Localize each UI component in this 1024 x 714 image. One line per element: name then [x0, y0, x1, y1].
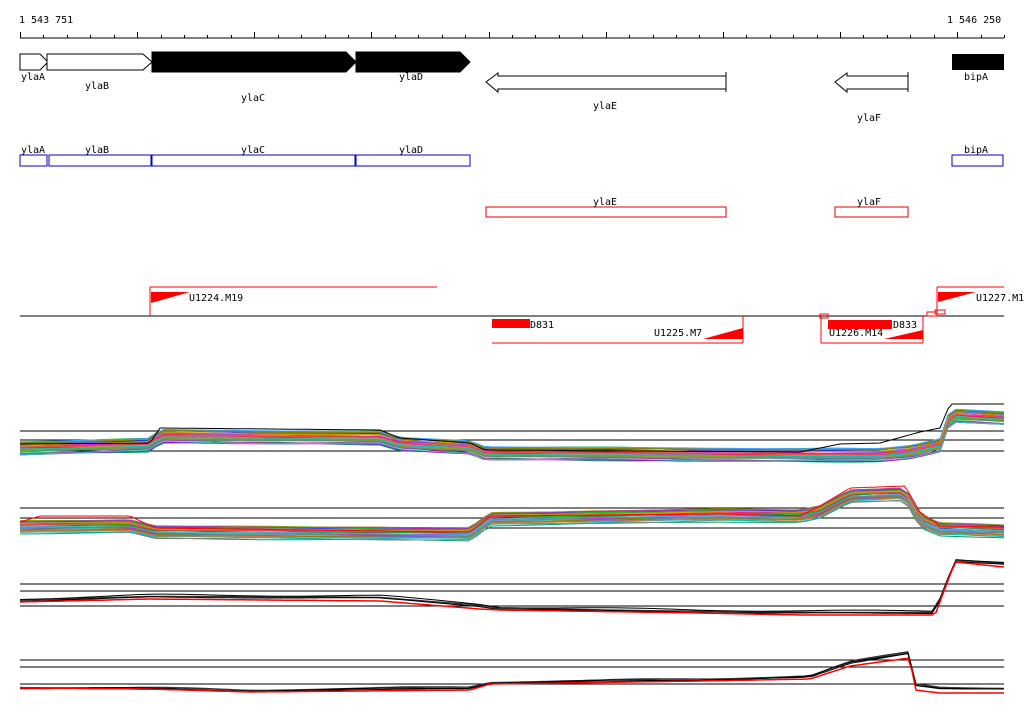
expression-profile-line: [20, 497, 1005, 539]
forward-box-ylaB[interactable]: [48, 154, 152, 167]
gene-label-ylaE: ylaE: [593, 101, 617, 112]
ruler-start-label: 1 543 751: [19, 15, 73, 26]
gene-arrow-ylaA[interactable]: [19, 53, 49, 71]
expression-profile-line: [19, 416, 1005, 458]
unit-U1227-label: U1227.M1: [976, 293, 1024, 304]
gene-label-ylaC: ylaC: [241, 93, 265, 104]
panel-1-envelope-line: [20, 403, 1004, 453]
forward-label-ylaA: ylaA: [21, 145, 45, 156]
expression-profile-line: [19, 414, 1005, 455]
expression-profile-line: [19, 421, 1005, 462]
segment-D833-left-mark: [819, 313, 829, 319]
unit-U1225-label: U1225.M7: [654, 328, 702, 339]
unit-U1224-label: U1224.M19: [189, 293, 243, 304]
gene-label-ylaB: ylaB: [85, 81, 109, 92]
unit-U1227-promoter: [938, 292, 976, 302]
expression-profile-line: [19, 559, 1005, 613]
unit-U1224-promoter: [151, 292, 190, 303]
panel-3-profiles: [19, 559, 1005, 616]
ruler-ticks: [20, 32, 1005, 38]
expression-profile-panel-1: [19, 403, 1005, 463]
expression-profile-line: [19, 408, 1005, 450]
forward-box-ylaD[interactable]: [355, 154, 471, 167]
segment-D831-label: D831: [530, 320, 554, 331]
forward-box-bipA[interactable]: [951, 154, 1004, 167]
expression-profile-line: [19, 420, 1005, 462]
expression-profile-line: [19, 495, 1005, 537]
ruler-end-label: 1 546 250: [947, 15, 1001, 26]
segment-D831-block: [492, 319, 530, 328]
expression-profile-line: [19, 651, 1005, 691]
expression-profile-panel-2: [19, 485, 1005, 542]
reverse-box-ylaF[interactable]: [834, 206, 909, 218]
gene-arrow-ylaE[interactable]: [485, 72, 727, 94]
expression-profile-line: [19, 651, 1004, 691]
expression-profile-line: [20, 497, 1005, 540]
segment-D833-label: D833: [893, 320, 917, 331]
unit-U1225-promoter: [703, 328, 743, 339]
gene-arrow-ylaD[interactable]: [355, 51, 471, 73]
expression-profile-line: [19, 487, 1005, 530]
expression-profile-panel-4: [19, 651, 1005, 694]
gene-label-ylaA: ylaA: [21, 72, 45, 83]
forward-box-ylaA[interactable]: [19, 154, 48, 167]
panel-3-red-line: [19, 561, 1005, 616]
expression-profile-line: [19, 652, 1005, 692]
panel-2-profiles: [19, 485, 1005, 542]
gene-arrow-bipA[interactable]: [952, 54, 1004, 70]
unit-U1226-promoter: [884, 330, 923, 339]
panel-1-profiles: [19, 403, 1005, 463]
transcription-unit-U1226[interactable]: U1226.M14: [820, 316, 924, 344]
transcription-unit-U1225[interactable]: U1225.M7: [492, 316, 744, 344]
segment-D831[interactable]: D831: [492, 319, 554, 331]
expression-profile-line: [20, 409, 1005, 451]
panel-4-profiles: [19, 651, 1005, 694]
panel-2-red-line: [19, 485, 1005, 533]
expression-profile-line: [20, 653, 1005, 693]
expression-profile-line: [19, 559, 1005, 612]
transcription-unit-U1224[interactable]: U1224.M19: [149, 286, 437, 316]
gene-label-bipA: bipA: [964, 72, 988, 83]
expression-profile-line: [19, 490, 1005, 532]
expression-profile-panel-3: [19, 559, 1005, 616]
forward-strand-track: ylaA ylaB ylaC ylaD bipA: [19, 145, 1004, 167]
forward-label-ylaC: ylaC: [241, 145, 265, 156]
expression-profile-line: [19, 418, 1005, 459]
gene-label-ylaF: ylaF: [857, 113, 881, 124]
segment-D833-block: [828, 320, 892, 329]
reverse-box-ylaE[interactable]: [485, 206, 727, 218]
expression-profile-line: [19, 559, 1005, 613]
gene-label-ylaD: ylaD: [399, 72, 423, 83]
unit-U1226-label: U1226.M14: [829, 328, 883, 339]
segment-D833[interactable]: D833: [819, 309, 946, 331]
gene-arrow-ylaB[interactable]: [46, 53, 153, 71]
forward-label-ylaD: ylaD: [399, 145, 423, 156]
transcription-unit-U1227[interactable]: U1227.M1: [936, 286, 1024, 316]
reverse-label-ylaF: ylaF: [857, 197, 881, 208]
panel-4-red-line: [20, 657, 1004, 694]
expression-profile-line: [19, 491, 1005, 533]
gene-arrows-track: ylaA ylaB ylaC ylaD ylaE ylaF bipA: [19, 51, 1004, 124]
gene-arrow-ylaF[interactable]: [834, 72, 909, 94]
expression-profile-line: [19, 491, 1005, 534]
coordinate-ruler: 1 543 751 1 546 250: [19, 15, 1005, 39]
reverse-label-ylaE: ylaE: [593, 197, 617, 208]
reverse-strand-track: ylaE ylaF: [485, 197, 909, 218]
segment-D833-right-mark-2: [934, 309, 946, 315]
forward-box-ylaC[interactable]: [151, 154, 356, 167]
gene-arrow-ylaC[interactable]: [151, 51, 357, 73]
forward-label-bipA: bipA: [964, 145, 988, 156]
transcription-units-track: U1224.M19 U1225.M7 D831 U1226.M14: [20, 286, 1024, 344]
expression-profile-line: [19, 411, 1005, 453]
forward-label-ylaB: ylaB: [85, 145, 109, 156]
